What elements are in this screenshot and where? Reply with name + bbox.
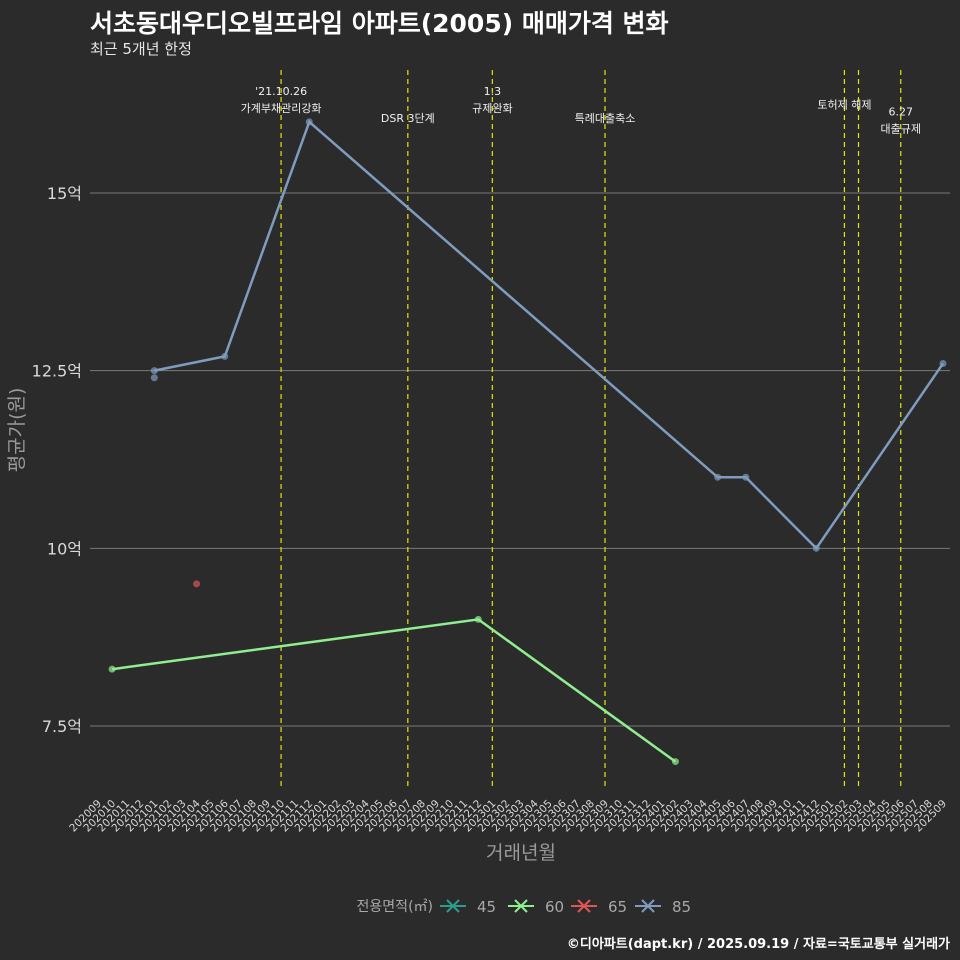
- legend-item-60: 60: [508, 898, 564, 916]
- data-point-85: [150, 367, 158, 375]
- data-point-85: [812, 544, 820, 552]
- data-point-85: [305, 118, 313, 126]
- data-point-85: [714, 473, 722, 481]
- data-point-60: [108, 665, 116, 673]
- legend-title: 전용면적(㎡): [357, 899, 433, 915]
- legend-mark: [577, 899, 591, 913]
- y-tick-label: 15억: [47, 184, 82, 203]
- x-axis-label: 거래년월: [486, 842, 556, 864]
- event-label: DSR 3단계: [381, 112, 435, 125]
- legend-item-65: 65: [571, 898, 627, 916]
- data-point-85: [221, 352, 229, 360]
- legend: 전용면적(㎡) 45 60 65 85: [357, 898, 692, 916]
- source-caption: ©디아파트(dapt.kr) / 2025.09.19 / 자료=국토교통부 실…: [566, 937, 950, 952]
- event-label: 가계부채관리강화: [241, 102, 322, 115]
- chart-subtitle: 최근 5개년 한정: [90, 40, 192, 58]
- legend-label: 85: [672, 898, 691, 916]
- data-series: [108, 118, 947, 766]
- legend-item-45: 45: [440, 898, 496, 916]
- data-point-60: [474, 615, 482, 623]
- event-label: 규제완화: [472, 102, 512, 115]
- legend-mark: [514, 899, 528, 913]
- chart-title: 서초동대우디오빌프라임 아파트(2005) 매매가격 변화: [90, 9, 669, 38]
- data-point-85: [150, 374, 158, 382]
- legend-label: 45: [477, 898, 496, 916]
- series-line-60: [111, 618, 677, 763]
- y-tick-label: 10억: [47, 539, 82, 558]
- event-label: 6.27: [889, 105, 914, 118]
- event-label: 토허제 해제: [817, 98, 871, 112]
- data-point-65: [193, 580, 201, 588]
- legend-mark: [641, 899, 655, 913]
- y-tick-label: 7.5억: [42, 717, 82, 736]
- legend-label: 65: [608, 898, 627, 916]
- y-axis-ticks: 7.5억 10억 12.5억 15억: [32, 184, 82, 736]
- event-label: 특례대출축소: [575, 112, 636, 125]
- data-point-85: [939, 360, 947, 368]
- grid-lines: [90, 192, 950, 727]
- legend-item-85: 85: [635, 898, 691, 916]
- event-label: 1.3: [484, 85, 502, 98]
- data-point-60: [671, 758, 679, 766]
- legend-mark: [446, 899, 460, 913]
- event-label: '21.10.26: [255, 85, 307, 98]
- y-tick-label: 12.5억: [32, 362, 82, 381]
- x-axis-ticks: 2020092020102020112020122021012021022021…: [67, 797, 949, 834]
- series-line-85: [154, 119, 945, 551]
- y-axis-label: 평균가(원): [6, 388, 28, 473]
- event-label: 대출규제: [881, 122, 921, 135]
- data-point-85: [742, 473, 750, 481]
- legend-label: 60: [545, 898, 564, 916]
